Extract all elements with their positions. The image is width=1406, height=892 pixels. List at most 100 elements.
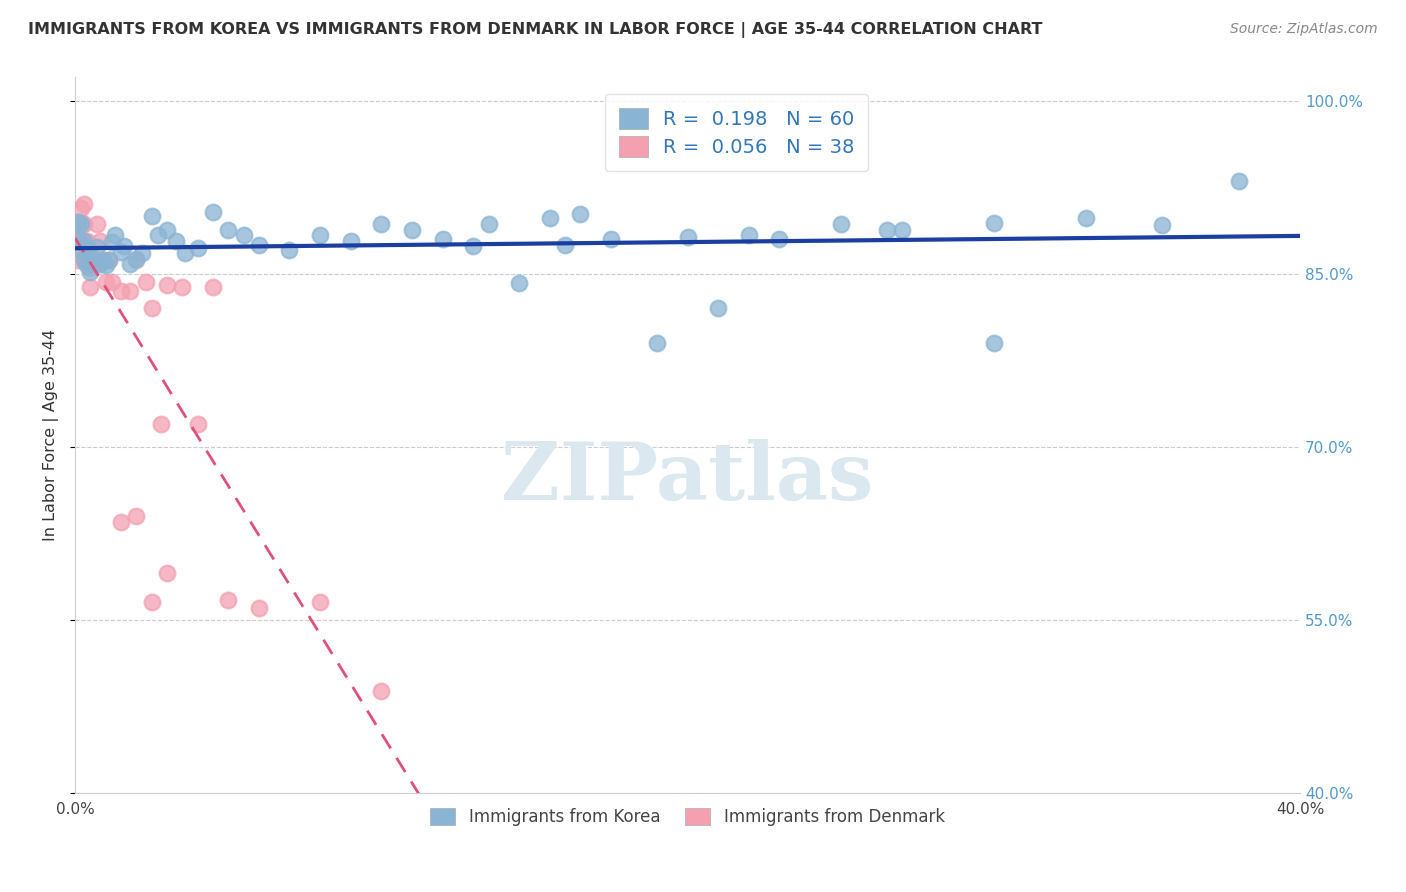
Point bbox=[339, 234, 361, 248]
Point bbox=[187, 417, 209, 431]
Point bbox=[91, 252, 114, 267]
Point bbox=[67, 232, 90, 246]
Point bbox=[73, 252, 96, 267]
Point bbox=[554, 237, 576, 252]
Point bbox=[91, 252, 114, 267]
Point bbox=[370, 217, 392, 231]
Point bbox=[120, 284, 142, 298]
Point bbox=[94, 259, 117, 273]
Point bbox=[141, 595, 163, 609]
Point bbox=[73, 197, 96, 211]
Text: Source: ZipAtlas.com: Source: ZipAtlas.com bbox=[1230, 22, 1378, 37]
Point bbox=[146, 228, 169, 243]
Point bbox=[141, 209, 163, 223]
Point bbox=[247, 237, 270, 252]
Point bbox=[73, 252, 96, 267]
Point bbox=[67, 217, 90, 231]
Point bbox=[110, 515, 132, 529]
Legend: Immigrants from Korea, Immigrants from Denmark: Immigrants from Korea, Immigrants from D… bbox=[422, 799, 953, 834]
Point bbox=[676, 229, 699, 244]
Point bbox=[79, 260, 101, 275]
Y-axis label: In Labor Force | Age 35-44: In Labor Force | Age 35-44 bbox=[44, 329, 59, 541]
Point bbox=[1227, 174, 1250, 188]
Point bbox=[131, 245, 153, 260]
Point bbox=[1152, 218, 1174, 232]
Point bbox=[76, 252, 98, 267]
Point bbox=[232, 228, 254, 243]
Point bbox=[569, 206, 592, 220]
Point bbox=[76, 241, 98, 255]
Point bbox=[508, 276, 530, 290]
Point bbox=[112, 239, 135, 253]
Point bbox=[278, 244, 301, 258]
Point bbox=[309, 595, 332, 609]
Point bbox=[370, 684, 392, 698]
Text: ZIPatlas: ZIPatlas bbox=[502, 439, 873, 517]
Point bbox=[217, 593, 239, 607]
Point bbox=[70, 232, 93, 246]
Point bbox=[70, 201, 93, 215]
Point bbox=[110, 244, 132, 259]
Point bbox=[201, 280, 224, 294]
Point bbox=[149, 417, 172, 431]
Point bbox=[89, 257, 111, 271]
Point bbox=[79, 265, 101, 279]
Point bbox=[120, 257, 142, 271]
Point bbox=[645, 335, 668, 350]
Point bbox=[94, 275, 117, 289]
Point bbox=[538, 211, 561, 226]
Point bbox=[876, 223, 898, 237]
Point bbox=[463, 239, 485, 253]
Point bbox=[432, 232, 454, 246]
Point bbox=[156, 278, 179, 293]
Point bbox=[67, 252, 90, 267]
Point bbox=[217, 223, 239, 237]
Point bbox=[73, 217, 96, 231]
Point bbox=[707, 301, 730, 315]
Point bbox=[125, 508, 148, 523]
Point bbox=[97, 252, 120, 267]
Point bbox=[247, 601, 270, 615]
Point bbox=[70, 217, 93, 231]
Point bbox=[101, 235, 124, 250]
Point bbox=[76, 234, 98, 248]
Point bbox=[79, 248, 101, 262]
Point bbox=[101, 275, 124, 289]
Point bbox=[187, 241, 209, 255]
Point bbox=[738, 228, 761, 243]
Point bbox=[67, 234, 90, 248]
Point bbox=[110, 284, 132, 298]
Point bbox=[600, 232, 623, 246]
Point bbox=[73, 234, 96, 248]
Point bbox=[165, 234, 187, 248]
Point bbox=[201, 205, 224, 219]
Text: IMMIGRANTS FROM KOREA VS IMMIGRANTS FROM DENMARK IN LABOR FORCE | AGE 35-44 CORR: IMMIGRANTS FROM KOREA VS IMMIGRANTS FROM… bbox=[28, 22, 1043, 38]
Point bbox=[156, 566, 179, 581]
Point bbox=[477, 217, 499, 231]
Point bbox=[86, 240, 108, 254]
Point bbox=[141, 301, 163, 315]
Point bbox=[125, 252, 148, 266]
Point bbox=[890, 223, 912, 237]
Point bbox=[104, 228, 127, 243]
Point bbox=[76, 259, 98, 273]
Point bbox=[172, 280, 194, 294]
Point bbox=[89, 234, 111, 248]
Point bbox=[82, 257, 104, 271]
Point bbox=[830, 217, 852, 231]
Point bbox=[983, 216, 1005, 230]
Point bbox=[67, 214, 90, 228]
Point bbox=[983, 335, 1005, 350]
Point bbox=[70, 244, 93, 258]
Point bbox=[97, 252, 120, 267]
Point bbox=[174, 245, 197, 260]
Point bbox=[125, 252, 148, 267]
Point bbox=[401, 223, 423, 237]
Point bbox=[1074, 211, 1097, 226]
Point bbox=[70, 214, 93, 228]
Point bbox=[79, 280, 101, 294]
Point bbox=[82, 257, 104, 271]
Point bbox=[135, 275, 157, 289]
Point bbox=[768, 232, 790, 246]
Point bbox=[156, 223, 179, 237]
